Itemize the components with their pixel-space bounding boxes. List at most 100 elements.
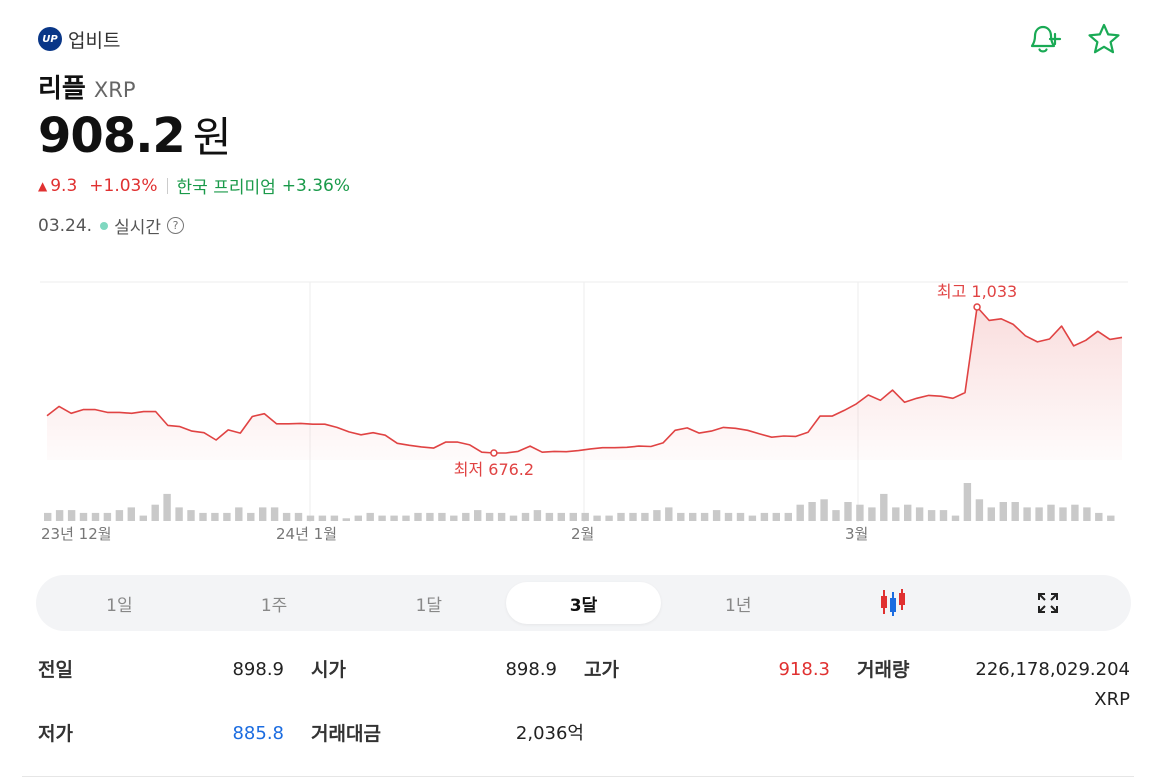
volume-bar	[294, 512, 303, 521]
star-icon[interactable]	[1086, 22, 1122, 56]
volume-bar	[259, 507, 267, 521]
stat-volume: 거래량 226,178,029.204 XRP	[857, 655, 1130, 715]
volume-bar	[450, 515, 458, 521]
volume-bar	[330, 515, 339, 521]
volume-bar	[497, 512, 506, 521]
price-area	[47, 307, 1122, 460]
volume-bar	[521, 512, 530, 521]
volume-bar	[139, 515, 147, 521]
period-1m[interactable]: 1달	[415, 595, 443, 616]
stat-turnover: 거래대금 2,036억	[311, 719, 584, 749]
volume-bar	[987, 507, 995, 521]
volume-bar	[414, 512, 422, 521]
volume-bar	[581, 512, 589, 521]
help-icon[interactable]: ?	[167, 217, 184, 234]
volume-bar	[199, 512, 207, 521]
stat-prev-close: 전일 898.9	[38, 655, 311, 715]
stat-label: 전일	[38, 659, 73, 681]
bell-plus-icon[interactable]	[1026, 22, 1062, 56]
expand-icon	[1037, 593, 1058, 613]
volume-bar	[832, 510, 840, 521]
live-label: 실시간	[114, 218, 161, 238]
volume-bar	[44, 512, 52, 521]
volume-bar	[509, 515, 518, 521]
volume-bar	[975, 499, 984, 521]
up-arrow-icon: ▲	[38, 178, 48, 193]
volume-bar	[1107, 515, 1115, 521]
stat-value: 898.9	[505, 659, 557, 680]
volume-bar	[1083, 507, 1091, 521]
volume-bar	[306, 515, 315, 521]
x-axis-label: 2월	[571, 525, 594, 543]
volume-bar	[784, 512, 792, 521]
coin-name: 리플	[38, 74, 86, 104]
volume-bar	[1011, 502, 1019, 521]
time-row: 03.24. 실시간 ?	[38, 213, 184, 238]
coin-title: 리플 XRP	[38, 68, 136, 105]
volume-bar	[55, 510, 64, 521]
premium-value: +3.36%	[281, 175, 351, 196]
period-selector: 1일 1주 1달 3달 1년	[36, 575, 1131, 631]
volume-bar	[1095, 512, 1103, 521]
period-1y[interactable]: 1년	[725, 595, 752, 616]
volume-bar	[856, 504, 864, 521]
stat-label: 고가	[584, 659, 619, 681]
stat-label: 거래량	[857, 659, 910, 681]
exchange-name[interactable]: 업비트	[68, 29, 121, 52]
price-chart[interactable]: 최고 1,033 최저 676.2 23년 12월 24년 1월 2월 3월	[0, 270, 1156, 550]
volume-bar	[593, 515, 601, 521]
volume-bar	[235, 507, 243, 521]
volume-bar	[127, 507, 135, 521]
volume-bar	[868, 507, 876, 521]
candlestick-icon	[880, 589, 905, 616]
volume-bar	[545, 512, 554, 521]
divider	[22, 776, 1134, 777]
volume-bar	[772, 512, 780, 521]
volume-bar	[820, 499, 828, 521]
volume-bar	[354, 515, 362, 521]
fullscreen-button[interactable]	[970, 582, 1125, 624]
volume-bar	[748, 515, 757, 521]
volume-bar	[163, 493, 171, 521]
volume-bar	[963, 483, 972, 521]
volume-bar	[557, 512, 565, 521]
candlestick-button[interactable]	[816, 582, 971, 624]
volume-bar	[724, 512, 733, 521]
volume-bar	[808, 502, 816, 521]
volume-bar	[378, 515, 386, 521]
change-amount: 9.3	[50, 175, 78, 196]
volume-value: 226,178,029.204	[975, 659, 1130, 680]
period-1w[interactable]: 1주	[260, 595, 288, 616]
volume-bar	[115, 510, 124, 521]
period-1d[interactable]: 1일	[106, 595, 133, 616]
volume-bar	[844, 502, 852, 521]
volume-bar	[569, 512, 577, 521]
volume-bar	[1059, 507, 1067, 521]
volume-bar	[426, 512, 434, 521]
stat-value: 2,036억	[515, 723, 584, 744]
volume-bar	[677, 512, 685, 521]
market-stats: 전일 898.9 시가 898.9 고가 918.3 거래량 226,178,0…	[38, 655, 1130, 749]
stat-value: 885.8	[232, 723, 284, 744]
volume-bar	[366, 512, 374, 521]
volume-bar	[67, 510, 76, 521]
volume-bar	[653, 510, 661, 521]
volume-bar	[1071, 504, 1079, 521]
volume-bar	[1047, 504, 1055, 521]
volume-bar	[282, 512, 291, 521]
volume-bar	[700, 512, 709, 521]
volume-bar	[79, 512, 88, 521]
period-3m[interactable]: 3달	[506, 582, 661, 624]
stat-open: 시가 898.9	[311, 655, 584, 715]
volume-bar	[342, 518, 350, 521]
volume-bar	[927, 510, 936, 521]
volume-bar	[796, 504, 804, 521]
volume-bar	[951, 515, 960, 521]
stat-label: 시가	[311, 659, 346, 681]
volume-bar	[247, 512, 255, 521]
x-axis-label: 24년 1월	[276, 525, 337, 543]
volume-bar	[533, 510, 542, 521]
volume-bar	[605, 515, 613, 521]
volume-bar	[712, 510, 721, 521]
volume-bar	[689, 512, 697, 521]
